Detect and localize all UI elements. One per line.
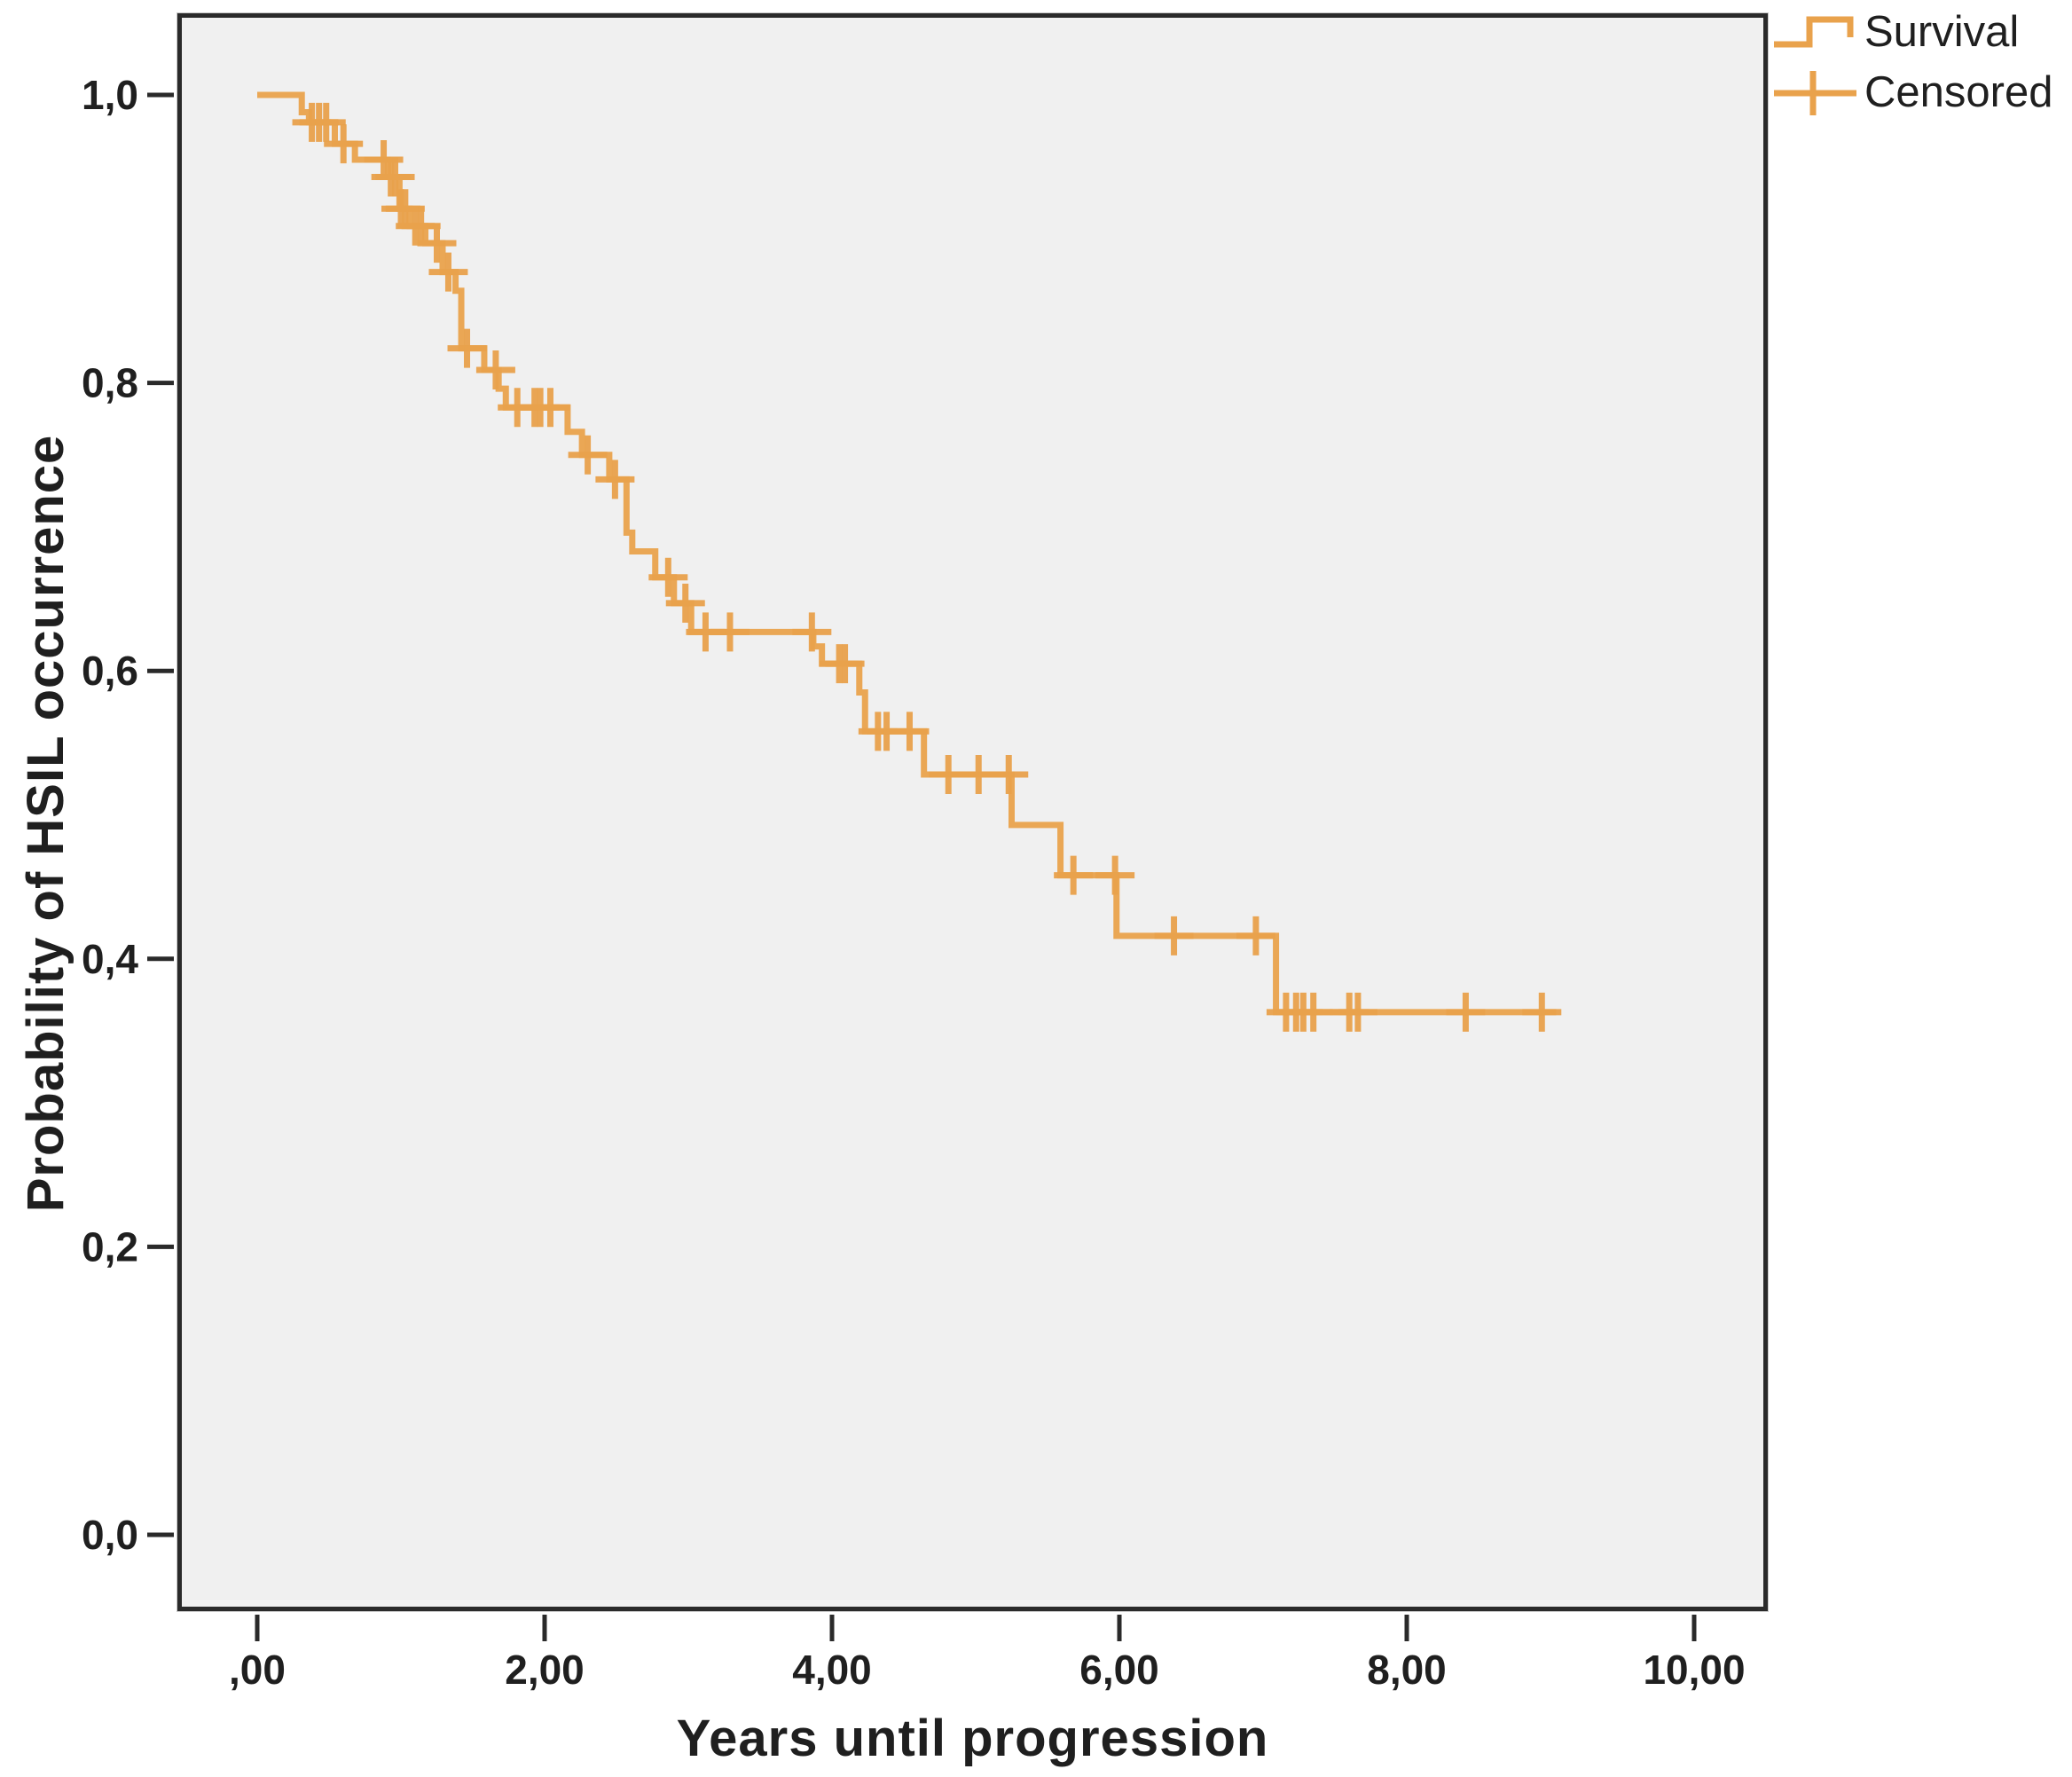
plot-area [177,13,1768,1611]
legend: Survival Censored [1772,0,2072,124]
y-tick-label: 0,0 [82,1512,138,1558]
censored-plus-icon [1774,71,1856,115]
x-tick-label: 6,00 [1079,1647,1159,1693]
survival-step-line-icon [1774,16,1854,48]
x-axis-title: Years until progression [676,1710,1269,1767]
x-tick-label: 10,00 [1643,1647,1745,1693]
y-tick-label: 0,8 [82,360,138,406]
legend-label-survival: Survival [1864,8,2020,56]
y-tick-label: 0,6 [82,648,138,694]
legend-label-censored: Censored [1864,68,2053,116]
x-tick-label: 8,00 [1367,1647,1447,1693]
survival-curve [257,91,1557,1016]
x-tick-label: 2,00 [505,1647,585,1693]
y-tick-label: 1,0 [82,72,138,118]
y-tick-label: 0,2 [82,1223,138,1270]
y-tick-label: 0,4 [82,936,138,982]
legend-item-survival: Survival [1772,4,2072,60]
y-axis-title: Probability of HSIL occurrence [17,434,75,1213]
x-tick-label: 4,00 [792,1647,872,1693]
x-tick-label: ,00 [229,1647,286,1693]
legend-item-censored: Censored [1772,64,2072,121]
